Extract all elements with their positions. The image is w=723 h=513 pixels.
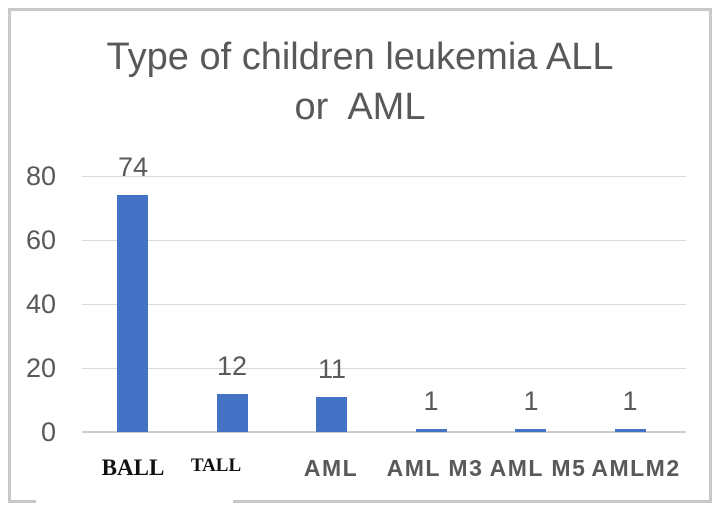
y-tick-label-40: 40: [25, 289, 56, 319]
gridline-20: [82, 368, 686, 369]
bar-aml-m5: [515, 429, 546, 432]
chart-title: Type of children leukemia ALL or AML: [8, 32, 712, 132]
category-label-5: AMLM2: [591, 455, 681, 481]
category-label-1: TALL: [190, 455, 242, 476]
bar-value-label-5: 1: [622, 386, 638, 416]
category-label-4: AML M5: [489, 455, 587, 481]
bar-ball: [117, 195, 148, 432]
category-label-3: AML M3: [386, 455, 484, 481]
gridline-80: [82, 176, 686, 177]
frame-border-gap: [36, 497, 233, 507]
chart-title-line-2: or AML: [294, 86, 426, 128]
y-tick-label-60: 60: [25, 225, 56, 255]
chart-title-line-1: Type of children leukemia ALL: [106, 36, 614, 78]
gridline-40: [82, 304, 686, 305]
y-tick-label-80: 80: [25, 161, 56, 191]
bar-value-label-1: 12: [216, 351, 248, 381]
bar-value-label-0: 74: [117, 152, 149, 182]
y-tick-label-0: 0: [40, 417, 56, 447]
bar-aml-m3: [416, 429, 447, 432]
bar-value-label-3: 1: [423, 386, 439, 416]
y-tick-label-20: 20: [25, 353, 56, 383]
category-label-0: BALL: [101, 455, 165, 480]
bar-value-label-4: 1: [523, 386, 539, 416]
bar-aml: [316, 397, 347, 432]
bar-amlm2: [615, 429, 646, 432]
category-label-2: AML: [303, 455, 359, 481]
gridline-60: [82, 240, 686, 241]
bar-value-label-2: 11: [317, 354, 347, 384]
bar-tall: [217, 394, 248, 432]
x-axis-line: [82, 431, 686, 433]
